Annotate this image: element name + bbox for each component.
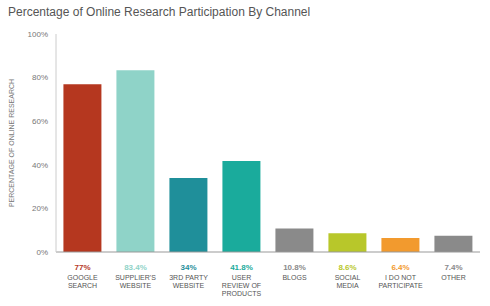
svg-text:8.6%: 8.6%	[338, 263, 356, 272]
svg-text:3RD PARTY: 3RD PARTY	[169, 274, 208, 281]
svg-text:REVIEW OF: REVIEW OF	[222, 282, 261, 289]
svg-text:77%: 77%	[74, 263, 90, 272]
svg-text:0%: 0%	[36, 248, 48, 257]
svg-text:WEBSITE: WEBSITE	[120, 282, 152, 289]
svg-text:41.8%: 41.8%	[230, 263, 253, 272]
html-text:Percentage of Online Research: Percentage of Online Research Participat…	[8, 5, 311, 19]
svg-text:PRODUCTS: PRODUCTS	[222, 290, 262, 297]
svg-text:PARTICIPATE: PARTICIPATE	[378, 282, 423, 289]
svg-text:40%: 40%	[32, 161, 48, 170]
svg-text:BLOGS: BLOGS	[282, 274, 306, 281]
svg-text:WEBSITE: WEBSITE	[173, 282, 205, 289]
svg-text:7.4%: 7.4%	[444, 263, 462, 272]
svg-text:10.8%: 10.8%	[283, 263, 306, 272]
svg-text:SEARCH: SEARCH	[68, 282, 97, 289]
svg-text:SUPPLIER'S: SUPPLIER'S	[115, 274, 156, 281]
svg-text:I DO NOT: I DO NOT	[385, 274, 417, 281]
svg-text:MEDIA: MEDIA	[336, 282, 359, 289]
svg-text:USER: USER	[232, 274, 251, 281]
svg-text:PERCENTAGE OF ONLINE RESEARCH: PERCENTAGE OF ONLINE RESEARCH	[8, 79, 15, 207]
svg-text:100%: 100%	[28, 30, 48, 39]
svg-text:SOCIAL: SOCIAL	[335, 274, 361, 281]
svg-text:GOOGLE: GOOGLE	[67, 274, 98, 281]
svg-text:34%: 34%	[180, 263, 196, 272]
svg-text:83.4%: 83.4%	[124, 263, 147, 272]
svg-text:6.4%: 6.4%	[391, 263, 409, 272]
svg-text:20%: 20%	[32, 204, 48, 213]
svg-text:60%: 60%	[32, 117, 48, 126]
svg-text:OTHER: OTHER	[441, 274, 466, 281]
svg-text:80%: 80%	[32, 73, 48, 82]
